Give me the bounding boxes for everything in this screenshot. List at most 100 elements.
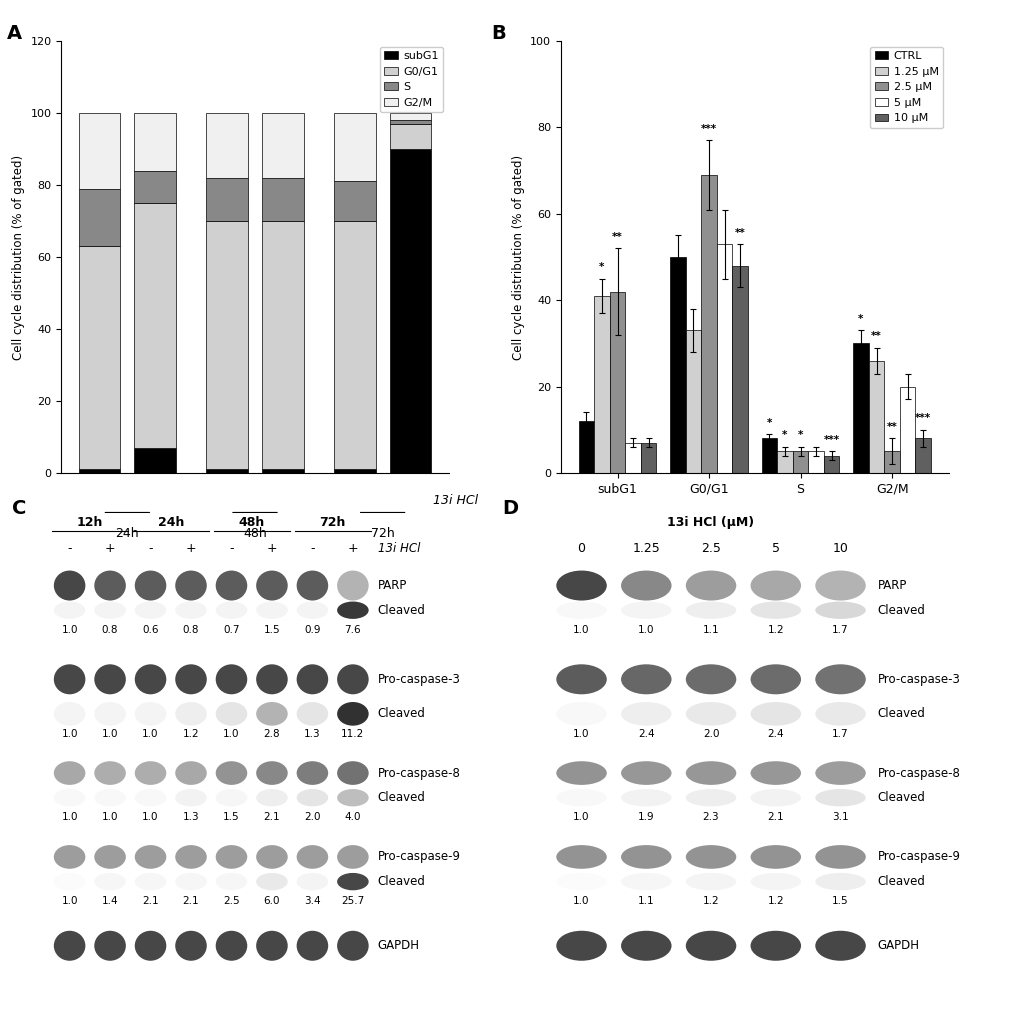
Bar <box>609 292 625 473</box>
Text: 6.0: 6.0 <box>264 896 280 907</box>
Ellipse shape <box>54 571 86 600</box>
Ellipse shape <box>814 930 865 961</box>
Ellipse shape <box>685 601 736 619</box>
Ellipse shape <box>215 702 247 726</box>
Ellipse shape <box>297 790 328 806</box>
Bar <box>78 469 120 473</box>
Ellipse shape <box>750 873 800 890</box>
Ellipse shape <box>54 702 86 726</box>
Text: 3.1: 3.1 <box>832 812 848 822</box>
Bar <box>78 247 120 469</box>
Bar <box>262 178 304 221</box>
Ellipse shape <box>94 761 125 785</box>
Bar <box>625 443 640 473</box>
Ellipse shape <box>336 790 368 806</box>
Text: +: + <box>105 542 115 555</box>
Text: *: * <box>857 314 863 324</box>
Text: 25.7: 25.7 <box>341 896 364 907</box>
Text: 1.0: 1.0 <box>102 729 118 738</box>
Y-axis label: Cell cycle distribution (% of gated): Cell cycle distribution (% of gated) <box>512 154 524 360</box>
Text: 1.4: 1.4 <box>102 896 118 907</box>
Ellipse shape <box>297 930 328 961</box>
Ellipse shape <box>175 790 207 806</box>
Ellipse shape <box>336 664 368 694</box>
Ellipse shape <box>750 664 800 694</box>
Ellipse shape <box>54 790 86 806</box>
Ellipse shape <box>621 571 671 600</box>
Text: 1.3: 1.3 <box>304 729 320 738</box>
Text: 2.0: 2.0 <box>702 729 718 738</box>
Bar <box>135 113 175 171</box>
Text: A: A <box>7 24 22 43</box>
Bar <box>389 123 431 149</box>
Bar <box>334 221 375 469</box>
Text: 1.5: 1.5 <box>832 896 848 907</box>
Ellipse shape <box>256 571 287 600</box>
Ellipse shape <box>814 571 865 600</box>
Text: 1.1: 1.1 <box>637 896 654 907</box>
Bar <box>883 451 899 473</box>
Ellipse shape <box>94 873 125 890</box>
Ellipse shape <box>135 790 166 806</box>
Ellipse shape <box>94 571 125 600</box>
Bar <box>78 113 120 189</box>
Bar <box>792 451 807 473</box>
Text: 1.0: 1.0 <box>573 812 589 822</box>
Ellipse shape <box>750 571 800 600</box>
Text: ***: *** <box>822 435 839 445</box>
Text: 1.7: 1.7 <box>832 729 848 738</box>
Ellipse shape <box>621 601 671 619</box>
Bar <box>206 113 248 178</box>
Ellipse shape <box>750 702 800 726</box>
Ellipse shape <box>94 702 125 726</box>
Text: Cleaved: Cleaved <box>377 875 425 888</box>
Bar <box>262 221 304 469</box>
Text: 72h: 72h <box>370 526 394 540</box>
Ellipse shape <box>94 790 125 806</box>
Ellipse shape <box>135 873 166 890</box>
Ellipse shape <box>555 790 606 806</box>
Ellipse shape <box>685 571 736 600</box>
Ellipse shape <box>94 930 125 961</box>
Text: *: * <box>797 431 802 440</box>
Ellipse shape <box>336 873 368 890</box>
Text: **: ** <box>734 227 745 237</box>
Bar <box>262 469 304 473</box>
Bar <box>640 443 656 473</box>
Ellipse shape <box>94 664 125 694</box>
Text: 2.5: 2.5 <box>223 896 239 907</box>
Ellipse shape <box>215 761 247 785</box>
Ellipse shape <box>215 790 247 806</box>
Text: 1.5: 1.5 <box>223 812 239 822</box>
Ellipse shape <box>297 845 328 869</box>
Text: 1.2: 1.2 <box>182 729 199 738</box>
Text: 1.0: 1.0 <box>102 812 118 822</box>
Text: 12h: 12h <box>76 516 103 528</box>
Ellipse shape <box>256 761 287 785</box>
Text: 2.1: 2.1 <box>766 812 784 822</box>
Ellipse shape <box>685 790 736 806</box>
Legend: subG1, G0/G1, S, G2/M: subG1, G0/G1, S, G2/M <box>380 46 443 112</box>
Ellipse shape <box>135 761 166 785</box>
Text: C: C <box>12 500 26 518</box>
Text: 24h: 24h <box>157 516 183 528</box>
Text: 1.5: 1.5 <box>263 625 280 635</box>
Bar <box>334 181 375 221</box>
Text: 1.25: 1.25 <box>632 542 659 555</box>
Ellipse shape <box>256 930 287 961</box>
Ellipse shape <box>297 702 328 726</box>
Ellipse shape <box>685 873 736 890</box>
Ellipse shape <box>256 702 287 726</box>
Ellipse shape <box>336 845 368 869</box>
Text: Cleaved: Cleaved <box>876 792 924 804</box>
Text: Cleaved: Cleaved <box>876 707 924 721</box>
Bar <box>776 451 792 473</box>
Ellipse shape <box>814 664 865 694</box>
Ellipse shape <box>336 930 368 961</box>
Text: PARP: PARP <box>876 579 906 592</box>
Bar <box>761 438 776 473</box>
Ellipse shape <box>94 845 125 869</box>
Text: 1.1: 1.1 <box>702 625 718 635</box>
Text: 1.9: 1.9 <box>637 812 654 822</box>
Text: Pro-caspase-3: Pro-caspase-3 <box>377 672 461 686</box>
